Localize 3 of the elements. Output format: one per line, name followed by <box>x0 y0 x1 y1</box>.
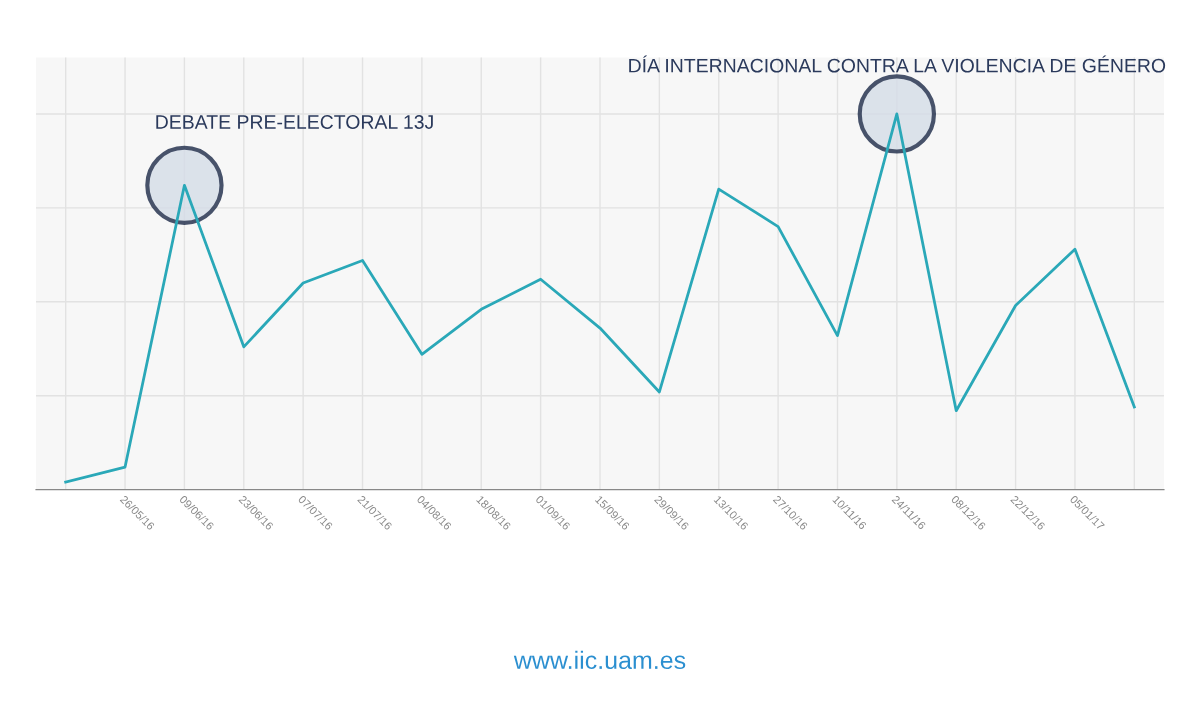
annotation: DÍA INTERNACIONAL CONTRA LA VIOLENCIA DE GÉNERO <box>629 55 1166 73</box>
text: www.iic.uam.es <box>513 650 686 670</box>
annotation: DEBATE PRE-ELECTORAL 13J <box>156 115 433 129</box>
